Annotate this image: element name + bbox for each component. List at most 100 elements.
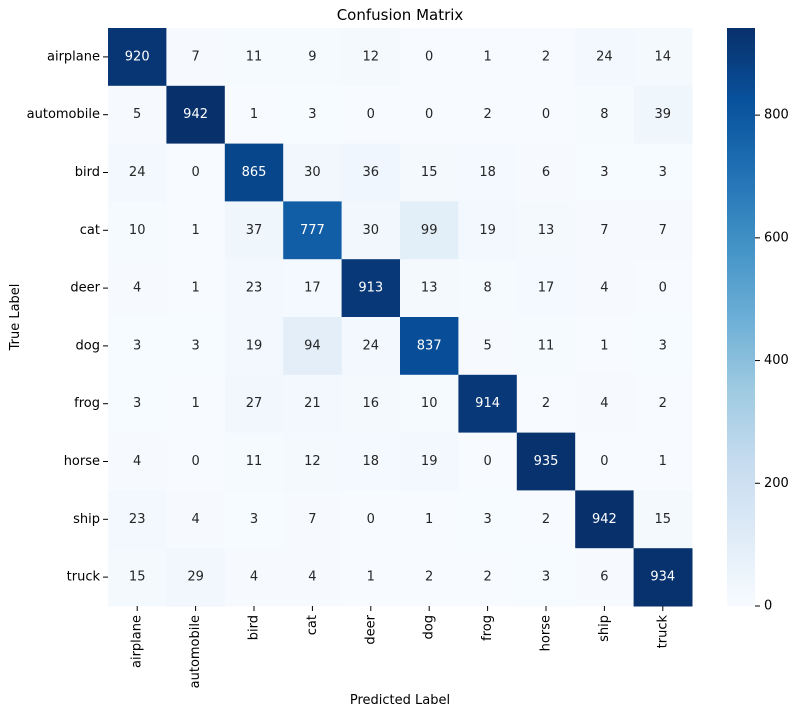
cell-value-label: 18 [479,165,496,180]
cell-value-label: 12 [363,49,380,64]
heatmap-cell [108,143,167,202]
cell-value-label: 23 [246,281,263,296]
heatmap-cell [516,432,576,491]
x-tick-label: cat [305,615,320,635]
heatmap-cell [166,259,226,318]
heatmap-cell [166,143,226,202]
x-axis-label: Predicted Label [350,693,450,708]
heatmap-cell [341,490,401,549]
cell-value-label: 94 [304,338,321,353]
cell-value-label: 1 [600,338,608,353]
cell-value-label: 30 [304,165,321,180]
cell-value-label: 914 [475,396,500,411]
heatmap-cell [516,28,576,87]
cell-value-label: 30 [363,223,380,238]
heatmap-cell [341,317,401,376]
heatmap-cell [400,259,459,318]
heatmap-cell [575,201,635,260]
x-tick-label: ship [597,615,612,642]
heatmap-cell [108,432,167,491]
cell-value-label: 3 [133,338,141,353]
heatmap-cell [283,490,343,549]
cell-value-label: 1 [191,281,199,296]
cell-value-label: 837 [417,338,442,353]
heatmap-cell [458,317,518,376]
cell-value-label: 3 [600,165,608,180]
cell-value-label: 24 [363,338,380,353]
cell-value-label: 2 [483,570,491,585]
heatmap-cell [224,201,284,260]
heatmap-cell [283,259,343,318]
y-tick-label: truck [67,570,101,585]
heatmap-cell [575,317,635,376]
heatmap-cell [400,143,459,202]
heatmap-cell [516,143,576,202]
cell-value-label: 15 [421,165,438,180]
heatmap-cells [108,28,693,607]
heatmap-cell [633,374,693,434]
heatmap-cell [458,548,518,607]
cell-value-label: 1 [191,223,199,238]
heatmap-cell [458,85,518,145]
heatmap-cell [108,85,167,145]
cell-value-label: 3 [542,570,550,585]
cell-value-label: 3 [191,338,199,353]
heatmap-cell [633,28,693,87]
heatmap-cell [575,85,635,145]
cell-value-label: 11 [538,338,555,353]
heatmap-cell [516,85,576,145]
cell-value-label: 4 [250,570,258,585]
heatmap-cell [224,85,284,145]
cell-value-label: 15 [655,512,672,527]
cell-value-label: 19 [246,338,263,353]
heatmap-cell [458,374,518,434]
heatmap-cell [341,548,401,607]
cell-value-label: 11 [246,49,263,64]
heatmap-cell [166,201,226,260]
cell-value-label: 29 [187,570,204,585]
cell-value-label: 14 [655,49,672,64]
cell-value-label: 942 [592,512,617,527]
heatmap-cell [575,259,635,318]
heatmap-cell [341,85,401,145]
colorbar-tick-label: 600 [764,230,789,245]
cell-value-label: 0 [483,454,491,469]
heatmap-cell [575,548,635,607]
cell-value-label: 2 [425,570,433,585]
colorbar [727,28,755,606]
cell-value-label: 1 [659,454,667,469]
heatmap-cell [283,143,343,202]
y-tick-label: dog [76,338,100,353]
heatmap-cell [633,317,693,376]
heatmap-cell [224,317,284,376]
heatmap-cell [516,201,576,260]
heatmap-cell [575,143,635,202]
cell-value-label: 2 [542,396,550,411]
heatmap-cell [633,85,693,145]
heatmap-cell [458,490,518,549]
colorbar-ticks: 0 200 400 600 800 [755,108,789,614]
cell-value-label: 37 [246,223,263,238]
heatmap-cell [341,259,401,318]
heatmap-cell [283,374,343,434]
heatmap-cell [166,374,226,434]
cell-value-label: 4 [133,454,141,469]
heatmap-cell [108,317,167,376]
heatmap-cell [166,28,226,87]
cell-value-label: 16 [363,396,380,411]
cell-value-label: 21 [304,396,321,411]
cell-value-label: 11 [246,454,263,469]
cell-value-label: 3 [250,512,258,527]
heatmap-cell [224,432,284,491]
heatmap-cell [108,259,167,318]
cell-value-label: 913 [358,281,383,296]
cell-value-label: 8 [600,107,608,122]
heatmap-cell [224,374,284,434]
x-axis-ticks: airplane automobile bird cat deer dog frog hors… [130,606,670,688]
heatmap-cell [575,490,635,549]
cell-value-label: 13 [421,281,438,296]
x-tick-label: truck [655,615,670,649]
cell-value-label: 5 [133,107,141,122]
heatmap-cell [341,374,401,434]
